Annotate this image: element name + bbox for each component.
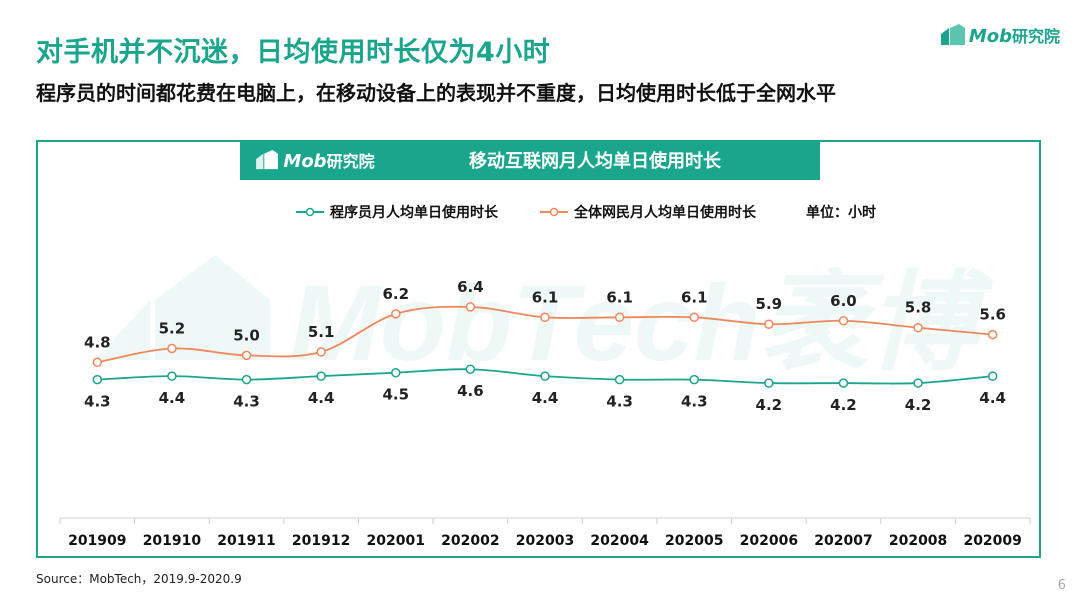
data-label-programmer: 4.2 (905, 396, 932, 414)
data-label-programmer: 4.4 (159, 389, 186, 407)
data-label-all-users: 6.4 (457, 278, 484, 296)
chart-title: 移动互联网月人均单日使用时长 (469, 151, 721, 172)
legend-label-programmer: 程序员月人均单日使用时长 (330, 205, 498, 221)
chart-banner: Mob研究院 移动互联网月人均单日使用时长 (240, 140, 820, 180)
data-point-programmer (689, 374, 699, 385)
data-label-all-users: 5.0 (233, 326, 260, 344)
x-tick-label: 201912 (292, 533, 350, 549)
data-point-programmer (764, 378, 774, 388)
data-point-all-users (316, 347, 326, 357)
x-tick-label: 202004 (590, 533, 649, 549)
data-label-programmer: 4.3 (233, 393, 260, 411)
data-label-all-users: 5.2 (159, 319, 186, 337)
data-point-all-users (614, 312, 625, 323)
x-tick-label: 201909 (68, 533, 126, 549)
unit-label: 单位：小时 (806, 205, 876, 221)
data-point-programmer (167, 371, 177, 381)
data-point-all-users (167, 343, 177, 354)
data-point-all-users (764, 319, 774, 329)
data-label-all-users: 5.8 (905, 299, 932, 317)
data-label-programmer: 4.3 (681, 393, 708, 411)
chart-legend: 程序员月人均单日使用时长 全体网民月人均单日使用时长 单位：小时 (296, 202, 876, 222)
data-point-programmer (465, 364, 476, 374)
data-point-all-users (689, 312, 699, 323)
data-label-all-users: 5.9 (756, 295, 783, 313)
x-tick-label: 201911 (217, 533, 275, 549)
data-point-programmer (913, 378, 923, 388)
x-tick-label: 202009 (963, 533, 1021, 549)
legend-label-all-users: 全体网民月人均单日使用时长 (574, 205, 756, 221)
data-label-programmer: 4.5 (382, 386, 409, 404)
brand-logo-cn: 研究院 (1011, 27, 1060, 46)
data-point-programmer (316, 371, 326, 381)
data-point-all-users (391, 309, 401, 319)
page-subtitle: 程序员的时间都花费在电脑上，在移动设备上的表现并不重度，日均使用时长低于全网水平 (36, 81, 836, 105)
data-label-all-users: 5.1 (308, 323, 335, 341)
legend-line-all-users (540, 207, 568, 217)
x-tick-label: 202007 (814, 533, 872, 549)
house-icon (256, 150, 279, 170)
data-label-all-users: 6.1 (606, 288, 633, 306)
data-point-all-users (465, 302, 476, 312)
data-point-all-users (540, 312, 550, 323)
banner-logo: Mob研究院 (240, 148, 390, 172)
data-point-programmer (391, 367, 401, 378)
banner-logo-latin: Mob (283, 151, 327, 172)
data-label-all-users: 6.1 (681, 288, 708, 306)
brand-logo-latin: Mob (968, 26, 1012, 47)
data-label-programmer: 4.2 (830, 396, 857, 414)
data-point-programmer (987, 371, 998, 381)
data-point-programmer (838, 378, 849, 388)
data-point-programmer (614, 374, 625, 385)
x-tick-label: 202003 (516, 533, 574, 549)
data-point-all-users (241, 350, 252, 361)
data-label-all-users: 6.2 (382, 285, 409, 303)
data-label-programmer: 4.4 (532, 389, 559, 407)
watermark: MobTech袤博 (95, 255, 994, 383)
data-label-programmer: 4.4 (308, 389, 335, 407)
legend-item-programmer: 程序员月人均单日使用时长 (296, 202, 498, 222)
page-number: 6 (1057, 578, 1066, 593)
data-label-programmer: 4.4 (979, 389, 1006, 407)
data-point-all-users (92, 357, 103, 368)
x-tick-label: 202001 (367, 533, 425, 549)
data-label-programmer: 4.3 (84, 393, 111, 411)
watermark-text: MobTech袤博 (290, 262, 994, 383)
data-point-all-users (987, 329, 998, 340)
x-tick-label: 202005 (665, 533, 723, 549)
data-point-all-users (913, 322, 923, 333)
banner-logo-cn: 研究院 (326, 152, 375, 171)
data-point-programmer (92, 374, 103, 385)
data-label-programmer: 4.2 (756, 396, 783, 414)
data-label-programmer: 4.6 (457, 382, 484, 400)
data-point-all-users (838, 316, 849, 326)
x-tick-label: 202002 (441, 533, 499, 549)
source-note: Source：MobTech，2019.9-2020.9 (36, 572, 242, 586)
data-point-programmer (540, 371, 550, 381)
data-point-programmer (241, 374, 252, 385)
page-title: 对手机并不沉迷，日均使用时长仅为4小时 (36, 37, 551, 68)
x-tick-label: 201910 (143, 533, 202, 549)
house-icon (940, 24, 965, 45)
x-tick-label: 202006 (740, 533, 798, 549)
brand-logo: Mob研究院 (940, 20, 1060, 50)
data-label-programmer: 4.3 (606, 393, 633, 411)
legend-item-all-users: 全体网民月人均单日使用时长 (540, 202, 756, 222)
data-label-all-users: 4.8 (84, 333, 111, 351)
data-label-all-users: 5.6 (979, 306, 1006, 324)
x-tick-label: 202008 (889, 533, 947, 549)
legend-line-programmer (296, 207, 324, 217)
data-label-all-users: 6.0 (830, 292, 857, 310)
data-label-all-users: 6.1 (532, 288, 559, 306)
